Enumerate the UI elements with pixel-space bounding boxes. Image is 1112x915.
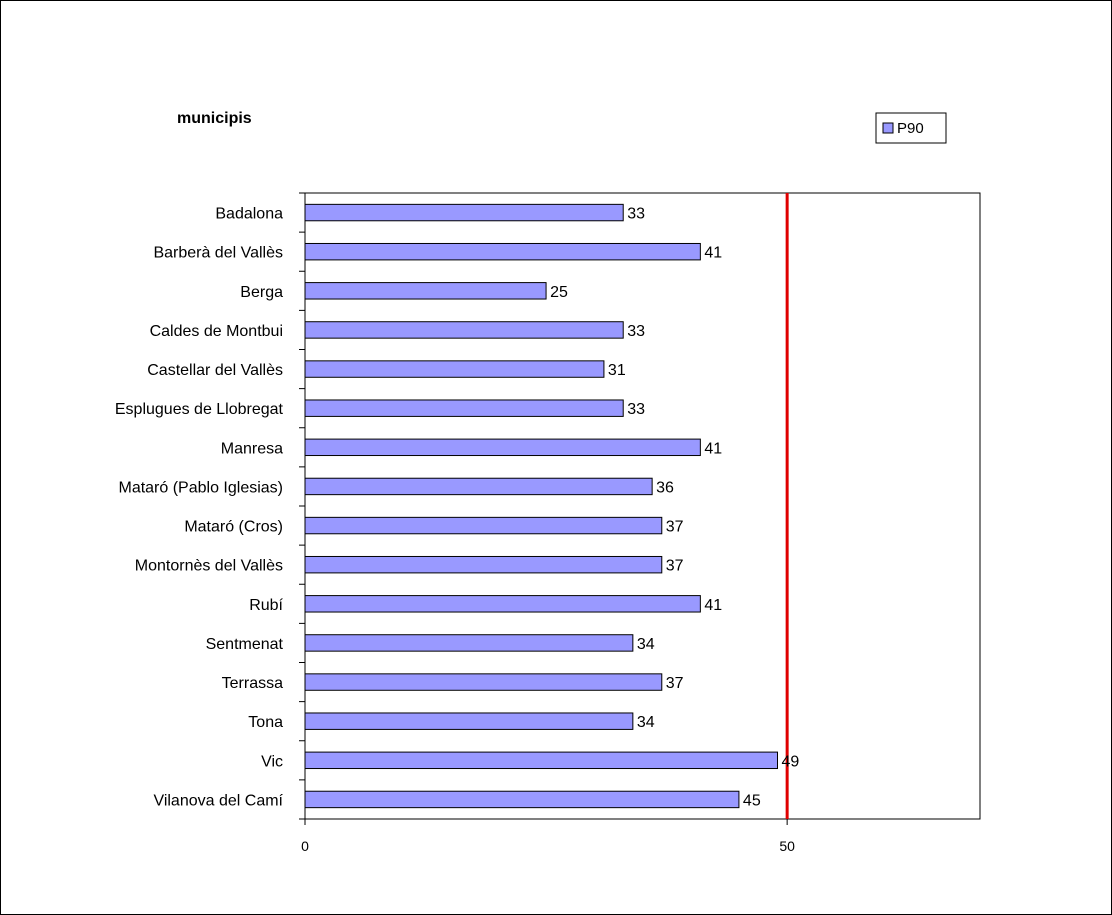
bar (304, 399, 624, 417)
value-label: 49 (782, 753, 800, 770)
category-label: Esplugues de Llobregat (115, 401, 284, 418)
chart-title: municipis (177, 110, 252, 127)
value-label: 33 (627, 323, 645, 340)
labels: Badalona 33 Barberà del Vallès 41 Berga 25 Cal… (115, 206, 800, 810)
category-label: Sentmenat (206, 636, 284, 653)
value-label: 41 (704, 440, 722, 457)
category-label: Mataró (Cros) (184, 519, 283, 536)
value-label: 37 (666, 519, 684, 536)
bar (304, 516, 663, 535)
value-label: 45 (743, 792, 761, 809)
category-label: Vic (261, 753, 283, 770)
value-label: 41 (704, 245, 722, 262)
value-label: 34 (637, 714, 655, 731)
category-label: Barberà del Vallès (153, 245, 283, 262)
category-label: Manresa (221, 440, 283, 457)
value-label: 33 (627, 206, 645, 223)
category-label: Badalona (215, 206, 283, 223)
bar (304, 634, 634, 652)
axis-ticks: 0 50 (299, 192, 795, 854)
legend-label: P90 (897, 120, 924, 137)
value-label: 33 (627, 401, 645, 418)
value-label: 37 (666, 675, 684, 692)
bar (304, 360, 605, 378)
category-label: Castellar del Vallès (147, 362, 283, 379)
bar (304, 790, 740, 809)
bar (304, 242, 701, 261)
category-label: Vilanova del Camí (153, 792, 283, 809)
bar (304, 712, 634, 730)
bar (304, 203, 624, 222)
value-label: 25 (550, 284, 568, 301)
value-label: 37 (666, 558, 684, 575)
bar (304, 751, 778, 770)
category-label: Montornès del Vallès (135, 558, 283, 575)
category-label: Terrassa (222, 675, 283, 692)
bar (304, 282, 547, 300)
x-tick-label: 0 (301, 838, 309, 854)
category-label: Rubí (249, 597, 283, 614)
category-label: Mataró (Pablo Iglesias) (118, 479, 283, 496)
bar (304, 438, 701, 457)
category-label: Caldes de Montbui (150, 323, 283, 340)
bar (304, 477, 653, 496)
bars (304, 193, 789, 819)
bar (304, 673, 663, 691)
value-label: 34 (637, 636, 655, 653)
legend: P90 (875, 112, 947, 144)
value-label: 36 (656, 479, 674, 496)
legend-swatch (882, 122, 894, 134)
bar (304, 321, 624, 339)
value-label: 31 (608, 362, 626, 379)
value-label: 41 (704, 597, 722, 614)
category-label: Tona (248, 714, 283, 731)
bar (304, 555, 663, 574)
category-label: Berga (240, 284, 283, 301)
bar (304, 595, 701, 613)
x-tick-label: 50 (779, 838, 795, 854)
